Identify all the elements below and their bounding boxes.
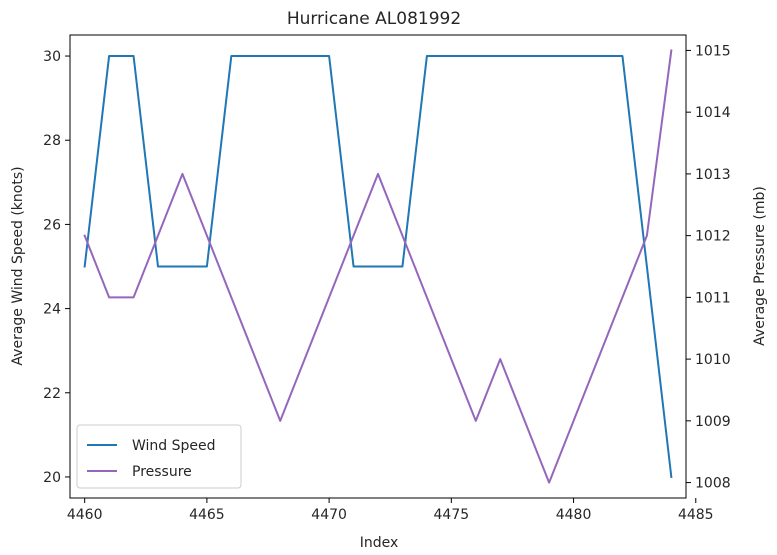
right-y-tick-label: 1009	[695, 414, 731, 430]
right-y-axis-label: Average Pressure (mb)	[752, 186, 768, 346]
right-y-tick-label: 1013	[695, 167, 731, 183]
x-tick-label: 4485	[678, 507, 714, 523]
left-y-tick-label: 24	[43, 302, 61, 318]
right-y-tick-label: 1014	[695, 105, 731, 121]
series-line-wind-speed	[83, 55, 673, 479]
legend-label-pressure: Pressure	[132, 464, 192, 480]
right-y-tick-label: 1015	[695, 43, 731, 59]
series-layer	[83, 49, 673, 484]
right-y-tick-label: 1012	[695, 229, 731, 245]
chart-title: Hurricane AL081992	[287, 9, 461, 29]
left-y-axis-label: Average Wind Speed (knots)	[10, 166, 26, 365]
left-y-tick-label: 28	[43, 133, 61, 149]
left-y-tick-label: 20	[43, 470, 61, 486]
x-tick-label: 4475	[434, 507, 470, 523]
legend: Wind Speed Pressure	[76, 424, 242, 489]
left-y-tick-label: 22	[43, 386, 61, 402]
right-y-tick-label: 1011	[695, 290, 731, 306]
plot-frame	[69, 34, 687, 499]
x-tick-label: 4470	[311, 507, 347, 523]
right-y-tick-label: 1008	[695, 476, 731, 492]
legend-label-wind-speed: Wind Speed	[132, 438, 216, 454]
legend-box	[76, 424, 242, 489]
ticks-layer: 4460 4465 4470 4475 4480 4485 20 22 24 26 28 30 1008…	[43, 43, 731, 523]
series-line-pressure	[83, 49, 673, 484]
x-tick-label: 4460	[67, 507, 103, 523]
x-axis-label: Index	[360, 535, 399, 551]
left-y-tick-label: 30	[43, 49, 61, 65]
x-tick-label: 4480	[556, 507, 592, 523]
right-y-tick-label: 1010	[695, 352, 731, 368]
x-tick-label: 4465	[189, 507, 225, 523]
left-y-tick-label: 26	[43, 217, 61, 233]
